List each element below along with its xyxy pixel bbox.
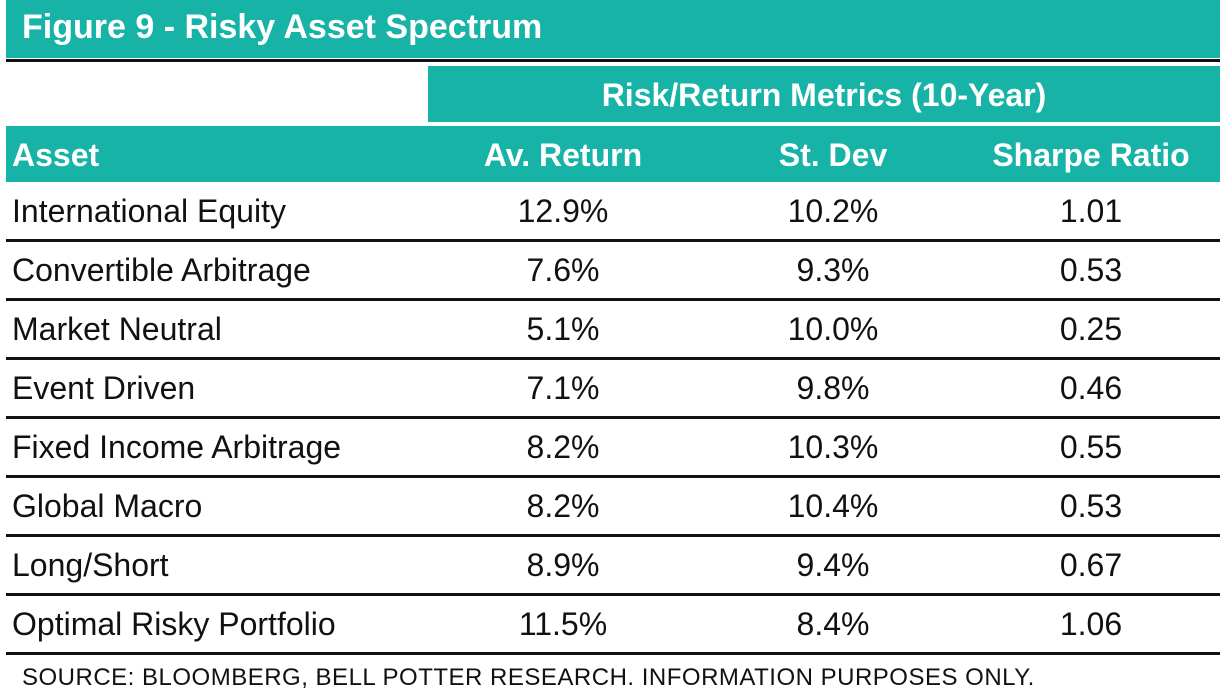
sharpe-ratio-cell: 1.01 bbox=[1059, 193, 1123, 229]
av-return-cell: 8.2% bbox=[526, 429, 600, 465]
column-header-sharpe-ratio: Sharpe Ratio bbox=[992, 137, 1190, 173]
asset-cell: Fixed Income Arbitrage bbox=[12, 429, 342, 465]
asset-cell: Optimal Risky Portfolio bbox=[12, 606, 336, 642]
column-header-row: Asset Av. Return St. Dev Sharpe Ratio bbox=[6, 126, 1220, 182]
title-divider bbox=[6, 59, 1220, 62]
table-body: International Equity 12.9% 10.2% 1.01 Co… bbox=[6, 183, 1220, 655]
column-header-av-return: Av. Return bbox=[483, 137, 643, 173]
av-return-cell: 12.9% bbox=[517, 193, 609, 229]
st-dev-cell: 10.3% bbox=[787, 429, 879, 465]
st-dev-cell: 10.0% bbox=[787, 311, 879, 347]
asset-cell: Long/Short bbox=[12, 547, 169, 583]
st-dev-cell: 10.4% bbox=[787, 488, 879, 524]
st-dev-cell: 9.3% bbox=[796, 252, 870, 288]
table-row: Global Macro 8.2% 10.4% 0.53 bbox=[6, 478, 1220, 537]
st-dev-cell: 10.2% bbox=[787, 193, 879, 229]
table-row: Convertible Arbitrage 7.6% 9.3% 0.53 bbox=[6, 242, 1220, 301]
table-row: Long/Short 8.9% 9.4% 0.67 bbox=[6, 537, 1220, 596]
table-row: Event Driven 7.1% 9.8% 0.46 bbox=[6, 360, 1220, 419]
sharpe-ratio-cell: 0.67 bbox=[1059, 547, 1123, 583]
table-row: Optimal Risky Portfolio 11.5% 8.4% 1.06 bbox=[6, 596, 1220, 655]
sharpe-ratio-cell: 0.25 bbox=[1059, 311, 1123, 347]
av-return-cell: 7.1% bbox=[526, 370, 600, 406]
sharpe-ratio-cell: 0.55 bbox=[1059, 429, 1123, 465]
av-return-cell: 8.9% bbox=[526, 547, 600, 583]
column-header-st-dev: St. Dev bbox=[778, 137, 888, 173]
st-dev-cell: 9.4% bbox=[796, 547, 870, 583]
st-dev-cell: 9.8% bbox=[796, 370, 870, 406]
asset-cell: Convertible Arbitrage bbox=[12, 252, 311, 288]
sharpe-ratio-cell: 0.53 bbox=[1059, 252, 1123, 288]
st-dev-cell: 8.4% bbox=[796, 606, 870, 642]
sharpe-ratio-cell: 0.53 bbox=[1059, 488, 1123, 524]
column-header-asset: Asset bbox=[12, 137, 100, 173]
source-note: SOURCE: BLOOMBERG, BELL POTTER RESEARCH.… bbox=[22, 664, 1035, 691]
av-return-cell: 7.6% bbox=[526, 252, 600, 288]
sharpe-ratio-cell: 1.06 bbox=[1059, 606, 1123, 642]
asset-cell: Event Driven bbox=[12, 370, 196, 406]
asset-cell: International Equity bbox=[12, 193, 286, 229]
group-header: Risk/Return Metrics (10-Year) bbox=[428, 66, 1220, 122]
figure-title: Figure 9 - Risky Asset Spectrum bbox=[6, 0, 1220, 58]
asset-cell: Market Neutral bbox=[12, 311, 222, 347]
asset-cell: Global Macro bbox=[12, 488, 203, 524]
av-return-cell: 11.5% bbox=[518, 606, 608, 642]
sharpe-ratio-cell: 0.46 bbox=[1059, 370, 1123, 406]
table-row: International Equity 12.9% 10.2% 1.01 bbox=[6, 183, 1220, 242]
av-return-cell: 8.2% bbox=[526, 488, 600, 524]
av-return-cell: 5.1% bbox=[526, 311, 600, 347]
table-row: Fixed Income Arbitrage 8.2% 10.3% 0.55 bbox=[6, 419, 1220, 478]
table-row: Market Neutral 5.1% 10.0% 0.25 bbox=[6, 301, 1220, 360]
